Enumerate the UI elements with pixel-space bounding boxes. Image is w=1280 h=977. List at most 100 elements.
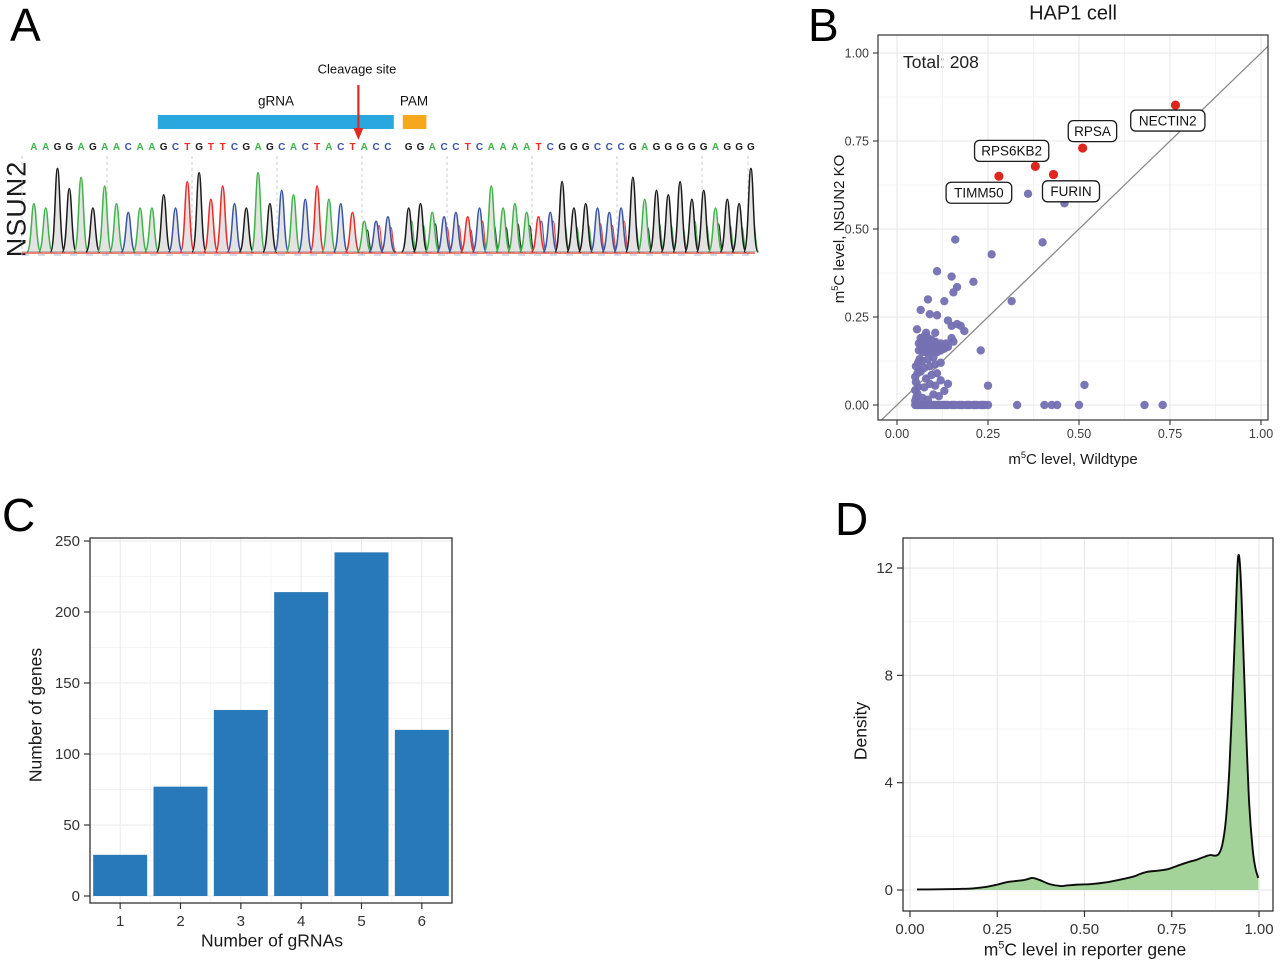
b-highlighted-points: [994, 100, 1181, 181]
svg-text:A: A: [712, 142, 719, 153]
svg-text:8: 8: [885, 667, 893, 684]
svg-text:0.50: 0.50: [1067, 427, 1091, 441]
svg-text:T: T: [314, 142, 320, 153]
gene-label-box: [973, 139, 1050, 163]
svg-text:C: C: [594, 142, 601, 153]
svg-text:1.00: 1.00: [1249, 427, 1273, 441]
guide-annotation-bars: [157, 115, 427, 129]
b-data-points: [911, 189, 1167, 410]
chart-b-title: HAP1 cell: [1029, 2, 1117, 25]
cleavage-site-label: Cleavage site: [317, 61, 397, 77]
svg-text:G: G: [242, 142, 250, 153]
svg-text:G: G: [266, 142, 274, 153]
svg-text:G: G: [747, 142, 755, 153]
gene-label-box: [1067, 119, 1118, 143]
svg-text:0.75: 0.75: [845, 134, 869, 148]
svg-text:2: 2: [176, 913, 184, 930]
svg-text:G: G: [688, 142, 696, 153]
panel-d-letter: D: [835, 493, 869, 545]
svg-text:C: C: [372, 142, 379, 153]
svg-text:G: G: [195, 142, 203, 153]
chart-b-x-axis-label: m5C level, Wildtype: [1008, 450, 1138, 468]
panel-a-letter: A: [10, 0, 41, 51]
density-plot-d: 0.00 0.25 0.50 0.75 1.00 0 4 8 12: [876, 537, 1274, 938]
svg-text:0.25: 0.25: [845, 310, 869, 324]
svg-text:4: 4: [885, 775, 893, 792]
trace-peaks: [26, 167, 760, 253]
svg-text:A: A: [42, 142, 49, 153]
svg-text:FURIN: FURIN: [1050, 184, 1091, 199]
svg-text:50: 50: [63, 817, 80, 834]
svg-text:0: 0: [72, 888, 80, 905]
svg-text:G: G: [417, 142, 425, 153]
bar-6: [394, 729, 449, 896]
b-gridlines: [878, 35, 1268, 420]
svg-text:G: G: [54, 142, 62, 153]
svg-text:0.25: 0.25: [976, 427, 1000, 441]
bar-chart-c: 0 50 100 150 200 250 1 2 3 4 5 6: [55, 533, 453, 930]
bar-5: [334, 552, 389, 896]
svg-text:A: A: [641, 142, 648, 153]
pam-label: PAM: [399, 93, 429, 109]
chart-d-x-axis-label: m5C level in reporter gene: [983, 939, 1187, 960]
svg-text:A: A: [429, 142, 436, 153]
svg-text:A: A: [30, 142, 37, 153]
bar-4: [274, 592, 329, 896]
svg-text:0.50: 0.50: [845, 222, 869, 236]
svg-text:G: G: [65, 142, 73, 153]
svg-text:1.00: 1.00: [1244, 921, 1273, 938]
svg-text:A: A: [148, 142, 155, 153]
b-gene-labels: TIMM50 RPS6KB2 FURIN RPSA NECTIN2: [945, 109, 1206, 204]
svg-text:RPSA: RPSA: [1074, 124, 1111, 139]
grna-label: gRNA: [257, 93, 295, 109]
svg-text:0.75: 0.75: [1158, 427, 1182, 441]
svg-text:G: G: [558, 142, 566, 153]
svg-text:C: C: [172, 142, 179, 153]
svg-text:12: 12: [876, 560, 893, 577]
svg-text:C: C: [125, 142, 132, 153]
svg-text:200: 200: [55, 604, 80, 621]
gene-label-box: [1130, 109, 1206, 132]
svg-text:0: 0: [885, 882, 893, 899]
svg-text:A: A: [361, 142, 368, 153]
chart-b-total-annotation: Total: 208: [903, 52, 979, 72]
svg-text:0.00: 0.00: [885, 427, 909, 441]
svg-text:T: T: [349, 142, 355, 153]
svg-text:C: C: [278, 142, 285, 153]
svg-text:C: C: [440, 142, 447, 153]
svg-text:0.75: 0.75: [1157, 921, 1186, 938]
svg-text:C: C: [384, 142, 391, 153]
svg-text:G: G: [723, 142, 731, 153]
svg-text:A: A: [488, 142, 495, 153]
svg-text:C: C: [606, 142, 613, 153]
svg-text:C: C: [302, 142, 309, 153]
gene-label-box: [1041, 180, 1101, 203]
c-axis-ticks: 0 50 100 150 200 250 1 2 3 4 5 6: [55, 533, 426, 930]
svg-text:A: A: [101, 142, 108, 153]
svg-text:T: T: [208, 142, 214, 153]
gene-label-box: [945, 181, 1013, 204]
svg-text:3: 3: [237, 913, 245, 930]
b-panel-border: [877, 34, 1269, 421]
d-density-curve: [916, 553, 1260, 891]
svg-text:TIMM50: TIMM50: [954, 186, 1004, 201]
bar-3: [213, 709, 268, 896]
svg-text:C: C: [547, 142, 554, 153]
scatter-plot-b: TIMM50 RPS6KB2 FURIN RPSA NECTIN2 0.00 0.25 0.5…: [845, 34, 1273, 441]
svg-text:A: A: [254, 142, 261, 153]
svg-text:T: T: [220, 142, 226, 153]
bar-1: [93, 854, 148, 896]
svg-text:C: C: [617, 142, 624, 153]
svg-text:A: A: [499, 142, 506, 153]
svg-text:A: A: [77, 142, 84, 153]
svg-text:T: T: [465, 142, 471, 153]
svg-text:100: 100: [55, 746, 80, 763]
svg-text:A: A: [290, 142, 297, 153]
svg-text:C: C: [452, 142, 459, 153]
svg-text:G: G: [405, 142, 413, 153]
c-panel-border: [89, 537, 453, 904]
svg-text:G: G: [629, 142, 637, 153]
